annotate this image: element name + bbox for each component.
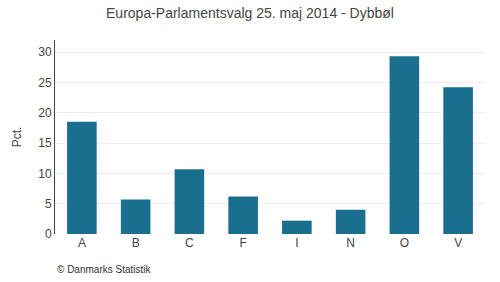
svg-text:O: O	[400, 236, 409, 250]
svg-text:A: A	[78, 236, 86, 250]
svg-text:B: B	[132, 236, 140, 250]
svg-text:10: 10	[38, 167, 52, 181]
svg-text:15: 15	[38, 136, 52, 150]
svg-text:Pct.: Pct.	[10, 127, 24, 148]
svg-text:Europa-Parlamentsvalg 25. maj: Europa-Parlamentsvalg 25. maj 2014 - Dyb…	[106, 5, 394, 21]
svg-text:C: C	[185, 236, 194, 250]
svg-text:© Danmarks Statistik: © Danmarks Statistik	[57, 264, 152, 275]
svg-text:I: I	[295, 236, 298, 250]
svg-text:0: 0	[45, 227, 52, 241]
svg-text:N: N	[346, 236, 355, 250]
svg-text:F: F	[239, 236, 246, 250]
svg-text:V: V	[454, 236, 462, 250]
svg-text:20: 20	[38, 106, 52, 120]
svg-text:5: 5	[45, 197, 52, 211]
svg-text:30: 30	[38, 45, 52, 59]
svg-text:25: 25	[38, 76, 52, 90]
